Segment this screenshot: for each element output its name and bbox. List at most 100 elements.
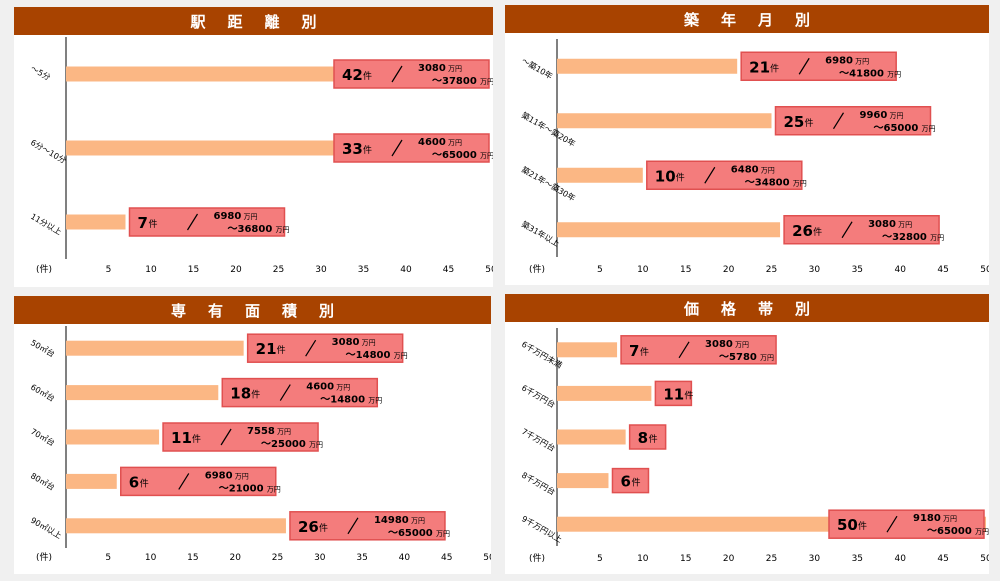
data-label-price-min: 9960 xyxy=(860,110,888,121)
data-label-price-unit: 万円 xyxy=(898,221,912,229)
bar xyxy=(557,167,643,183)
x-tick-label: 30 xyxy=(314,553,326,563)
data-label-count: 21 xyxy=(749,58,770,76)
data-label-price-unit: 万円 xyxy=(277,428,291,436)
x-tick-label: 20 xyxy=(723,554,735,564)
data-label-price-max: ～65000 xyxy=(927,526,972,537)
data-label-count-unit: 件 xyxy=(140,477,149,489)
x-tick-label: 40 xyxy=(894,265,906,275)
data-label-count-unit: 件 xyxy=(770,62,779,74)
x-tick-label: 50 xyxy=(483,553,491,563)
data-label-count-unit: 件 xyxy=(640,346,649,358)
data-label-count-unit: 件 xyxy=(649,433,658,445)
data-label-price-max: ～34800 xyxy=(745,177,790,188)
x-axis-unit: (件) xyxy=(36,263,52,275)
data-label-box xyxy=(646,160,803,190)
bar xyxy=(557,473,609,489)
data-label-slash xyxy=(347,517,359,535)
data-label-price-max: ～25000 xyxy=(261,439,306,450)
x-tick-label: 15 xyxy=(680,554,691,564)
data-label-price-unit: 万円 xyxy=(855,57,869,65)
chart-panel-station-distance: 駅距離別 5101520253035404550(件)～5分42件3080万円～… xyxy=(14,7,493,287)
x-tick-label: 15 xyxy=(187,553,198,563)
x-tick-label: 40 xyxy=(400,265,412,275)
data-label-price-unit: 万円 xyxy=(448,65,462,73)
data-label-count-unit: 件 xyxy=(858,520,867,532)
data-label-price-max: ～36800 xyxy=(228,224,273,235)
data-label-box xyxy=(620,335,777,365)
data-label-count-unit: 件 xyxy=(149,218,158,230)
bar xyxy=(66,429,160,445)
bar xyxy=(66,518,286,534)
data-label-count-unit: 件 xyxy=(251,389,260,401)
data-label-box xyxy=(654,380,693,407)
data-label-price-min: 7558 xyxy=(247,426,275,437)
x-tick-label: 5 xyxy=(106,265,112,275)
data-label-slash xyxy=(178,473,190,490)
data-label-price-min: 6980 xyxy=(214,211,242,222)
data-label-box xyxy=(162,422,319,452)
data-label-price-max: ～32800 xyxy=(882,232,927,243)
chart-station-distance: 5101520253035404550(件)～5分42件3080万円～37800… xyxy=(29,37,493,275)
x-tick-label: 50 xyxy=(485,265,493,275)
data-label-count: 42 xyxy=(342,66,363,84)
bar xyxy=(557,429,626,445)
category-label: 50㎡台 xyxy=(29,337,57,359)
data-label-count: 18 xyxy=(230,385,251,403)
x-tick-label: 5 xyxy=(105,553,111,563)
data-label-slash xyxy=(220,428,232,446)
x-tick-label: 25 xyxy=(272,553,283,563)
data-label-count-unit: 件 xyxy=(676,171,685,183)
x-tick-label: 30 xyxy=(315,265,327,275)
category-label: ～築10年 xyxy=(520,55,555,81)
category-label: 築31年以上 xyxy=(520,219,562,249)
x-tick-label: 20 xyxy=(229,553,241,563)
data-label-slash xyxy=(678,341,690,359)
chart-title: 価格帯別 xyxy=(505,294,989,322)
data-label-price-unit: 万円 xyxy=(336,384,350,392)
data-label-price-unit: 万円 xyxy=(890,112,904,120)
data-label-count: 26 xyxy=(298,518,319,536)
data-label-price-unit: 万円 xyxy=(411,517,425,525)
data-label-price-unit: 万円 xyxy=(480,152,493,160)
data-label-price-min: 6980 xyxy=(205,470,233,481)
x-tick-label: 45 xyxy=(441,553,452,563)
data-label-price-min: 3080 xyxy=(705,339,733,350)
x-tick-label: 15 xyxy=(188,265,199,275)
data-label-price-min: 3080 xyxy=(332,337,360,348)
x-tick-label: 10 xyxy=(637,554,649,564)
category-label: 7千万円台 xyxy=(520,426,557,453)
data-label-box xyxy=(740,51,897,81)
bar xyxy=(557,113,772,129)
x-axis-unit: (件) xyxy=(529,263,545,275)
category-label: 60㎡台 xyxy=(29,382,57,404)
data-label-count: 25 xyxy=(784,113,805,131)
x-tick-label: 50 xyxy=(980,554,989,564)
data-label-price-unit: 万円 xyxy=(436,530,450,538)
chart-panel-floor-area: 専有面積別 5101520253035404550(件)50㎡台21件3080万… xyxy=(14,296,491,574)
data-label-box xyxy=(828,509,985,539)
x-tick-label: 40 xyxy=(894,554,906,564)
data-label-count: 6 xyxy=(620,473,630,491)
x-tick-label: 30 xyxy=(809,554,821,564)
data-label-count: 21 xyxy=(256,340,277,358)
bar xyxy=(66,214,126,230)
bar xyxy=(557,342,618,358)
category-label: 70㎡台 xyxy=(29,426,57,448)
data-label-price-max: ～65000 xyxy=(432,150,477,161)
data-label-slash xyxy=(186,213,199,231)
bar xyxy=(557,385,652,401)
data-label-price-unit: 万円 xyxy=(394,352,408,360)
x-tick-label: 45 xyxy=(937,554,948,564)
data-label-count-unit: 件 xyxy=(277,344,286,356)
data-label-slash xyxy=(704,166,716,184)
data-label-box xyxy=(774,106,932,136)
